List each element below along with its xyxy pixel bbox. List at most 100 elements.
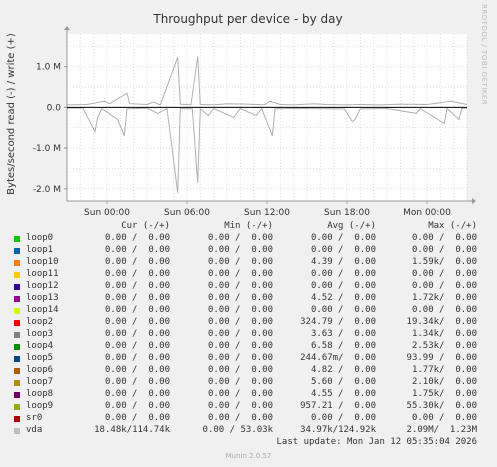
legend-name: loop13 xyxy=(26,293,59,303)
legend-min: 0.00 / 0.00 xyxy=(207,353,273,363)
legend-min: 0.00 / 0.00 xyxy=(207,413,273,423)
legend-avg: 0.00 / 0.00 xyxy=(310,413,376,423)
legend-name: loop8 xyxy=(26,389,54,399)
legend-name: loop0 xyxy=(26,233,54,243)
legend-min: 0.00 / 0.00 xyxy=(207,281,273,291)
legend-name: loop3 xyxy=(26,329,54,339)
legend-min: 0.00 / 0.00 xyxy=(207,317,273,327)
x-tick-label: Mon 00:00 xyxy=(403,208,451,218)
legend-avg: 4.55 / 0.00 xyxy=(310,389,376,399)
x-axis-ticks: Sun 00:00 Sun 06:00 Sun 12:00 Sun 18:00 Mon … xyxy=(64,26,476,218)
legend-name: loop6 xyxy=(26,365,54,375)
legend-min: 0.00 / 0.00 xyxy=(207,341,273,351)
legend-row: loop11 0.00 / 0.00 0.00 / 0.00 0.00 / 0.00 0… xyxy=(0,269,497,281)
legend-name: loop4 xyxy=(26,341,54,351)
legend-table: Cur (-/+) Min (-/+) Avg (-/+) Max (-/+) … xyxy=(0,221,497,437)
chart-title: Throughput per device - by day xyxy=(152,12,342,26)
rrdtool-credit: RRDTOOL / TOBI OETIKER xyxy=(480,4,488,106)
legend-cur: 0.00 / 0.00 xyxy=(104,245,170,255)
x-tick-label: Sun 18:00 xyxy=(324,208,370,218)
legend-row: loop12 0.00 / 0.00 0.00 / 0.00 0.00 / 0.00 0… xyxy=(0,281,497,293)
legend-swatch xyxy=(14,284,20,290)
legend-min: 0.00 / 53.03k xyxy=(202,425,273,435)
legend-avg: 34.97k/124.92k xyxy=(300,425,376,435)
legend-max: 93.99 / 0.00 xyxy=(406,353,477,363)
legend-avg: 6.58 / 0.00 xyxy=(310,341,376,351)
legend-min: 0.00 / 0.00 xyxy=(207,329,273,339)
legend-row: sr0 0.00 / 0.00 0.00 / 0.00 0.00 / 0.00 0.00… xyxy=(0,413,497,425)
legend-cur: 0.00 / 0.00 xyxy=(104,305,170,315)
legend-max: 0.00 / 0.00 xyxy=(411,233,477,243)
legend-max: 2.53k/ 0.00 xyxy=(411,341,477,351)
legend-row: loop8 0.00 / 0.00 0.00 / 0.00 4.55 / 0.00 1.… xyxy=(0,389,497,401)
legend-name: loop1 xyxy=(26,245,54,255)
legend-cur: 18.48k/114.74k xyxy=(94,425,170,435)
legend-avg: 0.00 / 0.00 xyxy=(310,305,376,315)
legend-cur: 0.00 / 0.00 xyxy=(104,317,170,327)
legend-avg: 244.67m/ 0.00 xyxy=(300,353,376,363)
legend-cur: 0.00 / 0.00 xyxy=(104,389,170,399)
legend-cur: 0.00 / 0.00 xyxy=(104,401,170,411)
legend-row: loop3 0.00 / 0.00 0.00 / 0.00 3.63 / 0.00 1.… xyxy=(0,329,497,341)
legend-swatch xyxy=(14,344,20,350)
legend-max: 2.10k/ 0.00 xyxy=(411,377,477,387)
legend-row: loop9 0.00 / 0.00 0.00 / 0.00 957.21 / 0.00… xyxy=(0,401,497,413)
legend-swatch xyxy=(14,428,20,434)
legend-row: loop6 0.00 / 0.00 0.00 / 0.00 4.82 / 0.00 1.… xyxy=(0,365,497,377)
legend-avg: 4.52 / 0.00 xyxy=(310,293,376,303)
legend-cur: 0.00 / 0.00 xyxy=(104,293,170,303)
legend-avg: 957.21 / 0.00 xyxy=(300,401,376,411)
legend-min: 0.00 / 0.00 xyxy=(207,365,273,375)
header-max: Max (-/+) xyxy=(428,221,477,231)
legend-cur: 0.00 / 0.00 xyxy=(104,341,170,351)
legend-cur: 0.00 / 0.00 xyxy=(104,329,170,339)
legend-cur: 0.00 / 0.00 xyxy=(104,233,170,243)
series-line-vda-read xyxy=(67,107,468,193)
legend-avg: 0.00 / 0.00 xyxy=(310,269,376,279)
legend-swatch xyxy=(14,308,20,314)
legend-row: loop2 0.00 / 0.00 0.00 / 0.00 324.79 / 0.00… xyxy=(0,317,497,329)
legend-max: 0.00 / 0.00 xyxy=(411,413,477,423)
legend-swatch xyxy=(14,332,20,338)
x-axis-arrow xyxy=(472,198,476,204)
legend-swatch xyxy=(14,320,20,326)
legend-swatch xyxy=(14,356,20,362)
y-tick-label: 1.0 M xyxy=(36,63,61,73)
last-update: Last update: Mon Jan 12 05:35:04 2026 xyxy=(276,437,477,447)
legend-name: loop14 xyxy=(26,305,59,315)
legend-avg: 0.00 / 0.00 xyxy=(310,281,376,291)
legend-max: 0.00 / 0.00 xyxy=(411,245,477,255)
legend-swatch xyxy=(14,416,20,422)
legend-swatch xyxy=(14,236,20,242)
legend-avg: 324.79 / 0.00 xyxy=(300,317,376,327)
series-line-vda-write xyxy=(66,56,468,106)
legend-avg: 4.39 / 0.00 xyxy=(310,257,376,267)
y-tick-label: -1.0 M xyxy=(33,144,61,154)
legend-cur: 0.00 / 0.00 xyxy=(104,281,170,291)
plot-area xyxy=(66,34,468,201)
legend-row: vda 18.48k/114.74k 0.00 / 53.03k 34.97k/124… xyxy=(0,425,497,437)
legend-min: 0.00 / 0.00 xyxy=(207,293,273,303)
legend-row: loop5 0.00 / 0.00 0.00 / 0.00 244.67m/ 0.00… xyxy=(0,353,497,365)
legend-max: 19.34k/ 0.00 xyxy=(406,317,477,327)
legend-min: 0.00 / 0.00 xyxy=(207,245,273,255)
legend-swatch xyxy=(14,296,20,302)
legend-swatch xyxy=(14,392,20,398)
legend-name: sr0 xyxy=(26,413,43,423)
legend-row: loop14 0.00 / 0.00 0.00 / 0.00 0.00 / 0.00 0… xyxy=(0,305,497,317)
legend-row: loop1 0.00 / 0.00 0.00 / 0.00 0.00 / 0.00 0.… xyxy=(0,245,497,257)
legend-name: loop12 xyxy=(26,281,59,291)
legend-cur: 0.00 / 0.00 xyxy=(104,365,170,375)
legend-max: 2.09M/ 1.23M xyxy=(406,425,477,435)
legend-name: loop11 xyxy=(26,269,59,279)
legend-row: loop4 0.00 / 0.00 0.00 / 0.00 6.58 / 0.00 2.… xyxy=(0,341,497,353)
legend-max: 55.30k/ 0.00 xyxy=(406,401,477,411)
y-axis-ticks: 1.0 M 0.0 -1.0 M -2.0 M xyxy=(33,63,67,195)
legend-name: loop7 xyxy=(26,377,54,387)
legend-header: Cur (-/+) Min (-/+) Avg (-/+) Max (-/+) xyxy=(0,221,497,233)
legend-min: 0.00 / 0.00 xyxy=(207,233,273,243)
legend-min: 0.00 / 0.00 xyxy=(207,377,273,387)
legend-avg: 0.00 / 0.00 xyxy=(310,245,376,255)
legend-row: loop7 0.00 / 0.00 0.00 / 0.00 5.60 / 0.00 2.… xyxy=(0,377,497,389)
legend-name: loop5 xyxy=(26,353,54,363)
